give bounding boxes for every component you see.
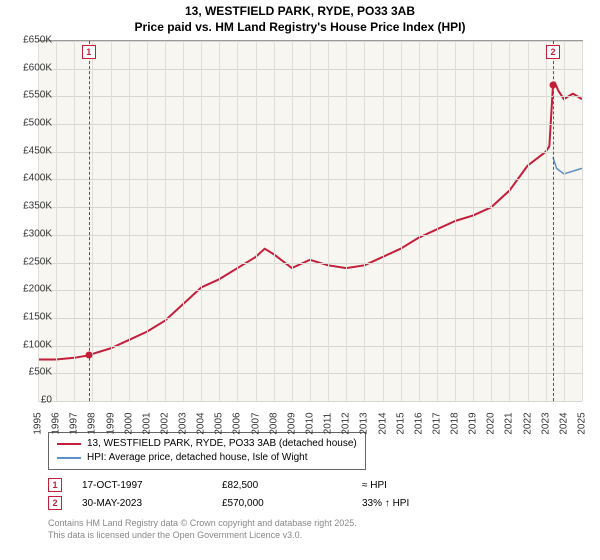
x-tick-label: 2014 [377, 412, 388, 434]
y-tick-label: £50K [16, 367, 52, 378]
x-tick-label: 1997 [69, 412, 80, 434]
y-tick-label: £650K [16, 35, 52, 46]
event-table: 1 17-OCT-1997 £82,500 ≈ HPI 2 30-MAY-202… [48, 474, 462, 514]
x-tick-label: 2005 [214, 412, 225, 434]
x-tick-label: 1999 [105, 412, 116, 434]
x-tick-label: 1995 [33, 412, 44, 434]
legend-row-2: HPI: Average price, detached house, Isle… [57, 451, 357, 465]
legend-swatch-1 [57, 443, 81, 445]
event-marker-box-1: 1 [82, 45, 96, 59]
x-tick-label: 2006 [232, 412, 243, 434]
event-date-2: 30-MAY-2023 [82, 498, 202, 509]
x-tick-label: 2015 [395, 412, 406, 434]
x-tick-label: 1996 [51, 412, 62, 434]
x-tick-label: 2018 [450, 412, 461, 434]
y-tick-label: £250K [16, 256, 52, 267]
y-tick-label: £600K [16, 62, 52, 73]
y-tick-label: £450K [16, 145, 52, 156]
title-line-2: Price paid vs. HM Land Registry's House … [0, 20, 600, 36]
legend-label-1: 13, WESTFIELD PARK, RYDE, PO33 3AB (deta… [87, 437, 357, 451]
chart-area: 12 [38, 40, 583, 401]
y-tick-label: £350K [16, 201, 52, 212]
x-tick-label: 2016 [413, 412, 424, 434]
x-tick-label: 2022 [522, 412, 533, 434]
attribution-line-2: This data is licensed under the Open Gov… [48, 530, 357, 542]
x-tick-label: 2003 [178, 412, 189, 434]
x-tick-label: 2009 [286, 412, 297, 434]
x-tick-label: 2000 [123, 412, 134, 434]
title-line-1: 13, WESTFIELD PARK, RYDE, PO33 3AB [0, 4, 600, 20]
attribution-line-1: Contains HM Land Registry data © Crown c… [48, 518, 357, 530]
attribution: Contains HM Land Registry data © Crown c… [48, 518, 357, 541]
x-tick-label: 2001 [141, 412, 152, 434]
x-tick-label: 2007 [250, 412, 261, 434]
legend-row-1: 13, WESTFIELD PARK, RYDE, PO33 3AB (deta… [57, 437, 357, 451]
x-tick-label: 2025 [577, 412, 588, 434]
event-price-1: £82,500 [222, 480, 342, 491]
x-tick-label: 1998 [87, 412, 98, 434]
x-tick-label: 2023 [540, 412, 551, 434]
x-tick-label: 2019 [468, 412, 479, 434]
legend-swatch-2 [57, 457, 81, 459]
x-tick-label: 2010 [305, 412, 316, 434]
event-pct-2: 33% ↑ HPI [362, 498, 462, 509]
y-tick-label: £400K [16, 173, 52, 184]
chart-title: 13, WESTFIELD PARK, RYDE, PO33 3AB Price… [0, 0, 600, 37]
x-tick-label: 2002 [159, 412, 170, 434]
event-dot-2 [549, 82, 556, 89]
x-tick-label: 2004 [196, 412, 207, 434]
legend-label-2: HPI: Average price, detached house, Isle… [87, 451, 308, 465]
y-tick-label: £200K [16, 284, 52, 295]
x-tick-label: 2012 [341, 412, 352, 434]
event-dot-1 [85, 352, 92, 359]
event-marker-2: 2 [48, 496, 62, 510]
x-tick-label: 2024 [558, 412, 569, 434]
legend: 13, WESTFIELD PARK, RYDE, PO33 3AB (deta… [48, 432, 366, 470]
event-pct-1: ≈ HPI [362, 480, 462, 491]
event-row-1: 1 17-OCT-1997 £82,500 ≈ HPI [48, 478, 462, 492]
x-tick-label: 2011 [323, 413, 334, 435]
x-tick-label: 2020 [486, 412, 497, 434]
y-tick-label: £0 [16, 395, 52, 406]
x-tick-label: 2021 [504, 412, 515, 434]
x-tick-label: 2008 [268, 412, 279, 434]
event-date-1: 17-OCT-1997 [82, 480, 202, 491]
event-marker-1: 1 [48, 478, 62, 492]
y-tick-label: £100K [16, 339, 52, 350]
event-price-2: £570,000 [222, 498, 342, 509]
y-tick-label: £300K [16, 228, 52, 239]
event-row-2: 2 30-MAY-2023 £570,000 33% ↑ HPI [48, 496, 462, 510]
event-marker-box-2: 2 [546, 45, 560, 59]
y-tick-label: £150K [16, 311, 52, 322]
y-tick-label: £550K [16, 90, 52, 101]
x-tick-label: 2013 [359, 412, 370, 434]
y-tick-label: £500K [16, 118, 52, 129]
x-tick-label: 2017 [431, 412, 442, 434]
